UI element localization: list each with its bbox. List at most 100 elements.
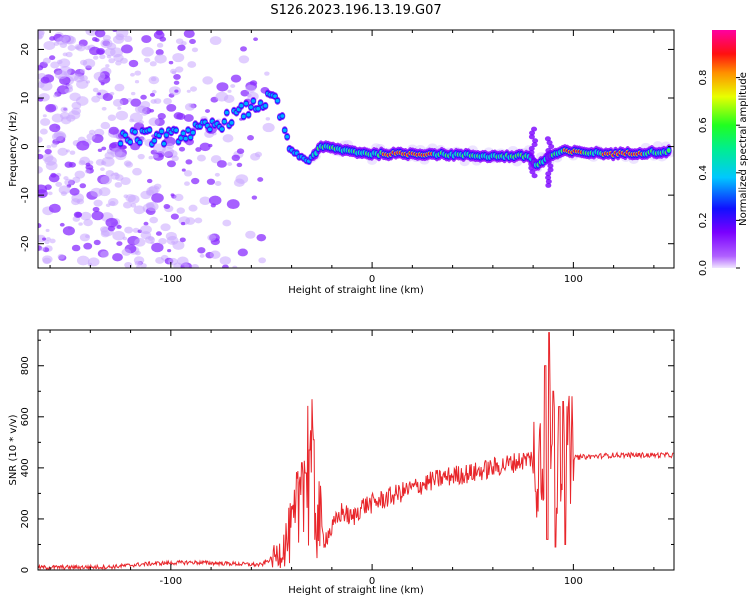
noise-blob xyxy=(173,193,184,202)
noise-blob xyxy=(191,177,200,185)
noise-blob xyxy=(100,167,105,172)
noise-blob xyxy=(82,58,96,69)
noise-blob xyxy=(76,44,86,52)
noise-blob xyxy=(105,217,118,228)
noise-blob xyxy=(141,35,152,44)
noise-blob xyxy=(148,117,160,127)
noise-blob xyxy=(84,169,91,174)
noise-blob xyxy=(134,80,140,84)
ridge-inner xyxy=(164,133,169,137)
noise-blob xyxy=(232,265,238,268)
noise-blob xyxy=(227,89,232,93)
noise-blob xyxy=(172,52,185,63)
colorbar-tick-label: 0.8 xyxy=(698,70,709,86)
noise-blob xyxy=(38,223,42,229)
noise-blob xyxy=(62,52,68,57)
noise-blob xyxy=(85,30,99,36)
noise-blob xyxy=(49,123,61,133)
streak-blob xyxy=(544,155,551,161)
colorbar-tick-label: 0.4 xyxy=(698,165,709,181)
noise-blob xyxy=(184,103,195,111)
noise-blob xyxy=(171,70,177,75)
noise-blob xyxy=(155,49,164,56)
noise-blob xyxy=(258,257,267,264)
noise-blob xyxy=(122,201,132,209)
noise-blob xyxy=(97,49,104,55)
noise-blob xyxy=(64,88,71,94)
ridge-inner xyxy=(222,119,227,124)
noise-blob xyxy=(188,204,198,212)
snr-y-tick-label: 800 xyxy=(20,356,31,375)
noise-blob xyxy=(87,262,92,266)
noise-blob xyxy=(99,54,106,60)
noise-blob xyxy=(130,72,135,77)
noise-blob xyxy=(227,162,233,166)
noise-blob xyxy=(226,199,240,210)
noise-blob xyxy=(183,170,193,177)
streak-blob xyxy=(547,167,554,173)
streak-blob xyxy=(528,134,535,140)
ridge-inner xyxy=(282,128,287,133)
noise-blob xyxy=(166,235,179,245)
noise-blob xyxy=(53,94,58,98)
noise-blob xyxy=(222,264,229,268)
noise-blob xyxy=(153,30,165,40)
ridge-inner xyxy=(174,128,179,133)
noise-blob xyxy=(140,225,152,235)
noise-blob xyxy=(76,255,90,266)
snr-x-tick-label: 0 xyxy=(369,576,375,587)
ridge-inner xyxy=(241,114,246,119)
noise-blob xyxy=(199,254,205,258)
noise-blob xyxy=(245,230,256,239)
noise-blob xyxy=(83,218,93,227)
snr-x-ticks: -100 0 100 xyxy=(49,330,655,587)
snr-y-tick-label: 200 xyxy=(20,509,31,528)
noise-blob xyxy=(231,154,241,162)
noise-blob xyxy=(112,253,123,262)
noise-blob xyxy=(107,225,116,232)
noise-blob xyxy=(174,89,179,93)
noise-blob xyxy=(122,145,127,150)
spectrogram-x-tick-label: -100 xyxy=(159,274,182,285)
spectrogram-y-tick-label: 10 xyxy=(20,92,31,105)
noise-blob xyxy=(168,257,178,266)
noise-blob xyxy=(65,51,73,58)
streak-blob xyxy=(531,126,538,132)
ridge-inner xyxy=(219,127,224,131)
noise-blob xyxy=(42,57,51,64)
ridge-inner xyxy=(178,136,183,140)
noise-blob xyxy=(137,105,148,114)
noise-blob xyxy=(254,151,263,158)
noise-blob xyxy=(71,244,81,252)
noise-blob xyxy=(219,256,231,265)
noise-blob xyxy=(101,106,107,111)
noise-blob xyxy=(38,166,43,174)
noise-blob xyxy=(62,226,75,236)
noise-blob xyxy=(222,134,234,143)
noise-blob xyxy=(150,241,155,245)
noise-blob xyxy=(59,222,65,227)
noise-blob xyxy=(51,113,64,123)
noise-blob xyxy=(92,87,99,93)
ridge-inner xyxy=(275,98,280,103)
noise-blob xyxy=(40,76,50,84)
noise-blob xyxy=(68,162,76,168)
noise-blob xyxy=(178,146,186,152)
noise-blob xyxy=(109,91,115,96)
noise-blob xyxy=(129,118,135,123)
ridge-inner xyxy=(273,94,278,99)
noise-blob xyxy=(123,160,132,167)
noise-blob xyxy=(86,133,96,141)
ridge-inner xyxy=(251,99,256,103)
noise-blob xyxy=(51,143,58,148)
noise-blob xyxy=(42,114,47,118)
noise-blob xyxy=(60,116,72,125)
noise-blob xyxy=(123,35,133,43)
streak-blob xyxy=(528,165,535,171)
colorbar-tick-label: 0.2 xyxy=(698,212,709,228)
ridge-inner xyxy=(190,130,195,135)
snr-line xyxy=(38,332,674,570)
noise-blob xyxy=(107,114,117,121)
noise-blob xyxy=(38,149,41,153)
